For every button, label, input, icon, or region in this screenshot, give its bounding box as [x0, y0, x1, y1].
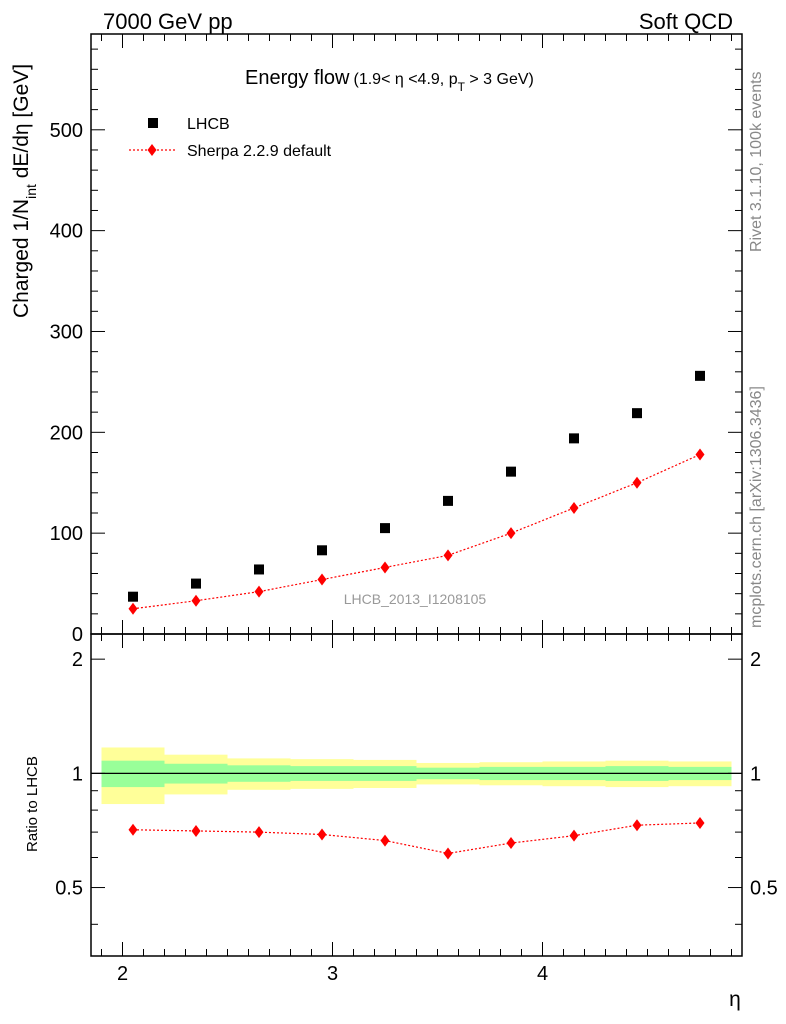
y-axis-label-part: Charged 1/N [10, 199, 33, 318]
ratio-line-sherpa [132, 822, 701, 855]
ratio-point-sherpa [254, 826, 264, 839]
ratio-point-sherpa [443, 847, 453, 860]
legend-marker-sherpa [147, 144, 157, 156]
point-lhcb [632, 408, 642, 419]
main-plot: 0 100 200 300 400 500 Energy flow (1.9< η <4.9,… [10, 33, 743, 646]
point-sherpa [569, 501, 579, 514]
y-tick-label: 500 [50, 120, 83, 142]
ratio-plot-frame [90, 633, 743, 957]
point-sherpa [695, 448, 705, 461]
y-tick-label: 200 [50, 422, 83, 444]
y-tick-label: 300 [50, 321, 83, 343]
chart-subtitle-part: <4.9, p [404, 71, 458, 88]
point-sherpa [128, 602, 138, 615]
ratio-point-sherpa [569, 829, 579, 842]
x-tick-label: 2 [117, 963, 128, 985]
ratio-plot: 0.5 0.5 1 1 2 2 2 3 4 η Ratio to LHCB [24, 633, 778, 1011]
ratio-y-tick-label-right: 1 [750, 763, 761, 785]
ratio-y-tick-label: 0.5 [55, 878, 83, 900]
ratio-y-tick-label: 1 [72, 763, 83, 785]
y-axis-label-part: dE/dη [GeV] [10, 64, 33, 184]
y-tick-label: 100 [50, 523, 83, 545]
ratio-point-sherpa [128, 823, 138, 836]
point-sherpa [380, 561, 390, 574]
ratio-point-sherpa [506, 837, 516, 850]
chart-subtitle-eta: η [395, 71, 404, 88]
main-plot-area [128, 370, 705, 615]
ratio-y-tick-label-right: 2 [750, 649, 761, 671]
ratio-point-sherpa [317, 828, 327, 841]
y-tick-label: 0 [72, 624, 83, 646]
point-lhcb [380, 523, 390, 534]
series-line-sherpa [132, 453, 701, 610]
ratio-point-sherpa [695, 816, 705, 829]
analysis-watermark: LHCB_2013_I1208105 [344, 591, 487, 607]
chart-subtitle-part: (1.9< [354, 71, 395, 88]
header-left: 7000 GeV pp [103, 9, 233, 34]
point-lhcb [506, 466, 516, 477]
x-tick-label: 3 [327, 963, 338, 985]
point-lhcb [695, 370, 705, 381]
point-sherpa [632, 476, 642, 489]
ratio-point-sherpa [380, 834, 390, 847]
ratio-point-sherpa [632, 819, 642, 832]
point-lhcb [569, 433, 579, 444]
ratio-point-sherpa [191, 824, 201, 837]
point-sherpa [191, 594, 201, 607]
x-axis-label: η [729, 988, 741, 1011]
point-lhcb [128, 591, 138, 602]
y-axis-label: Charged 1/Nint dE/dη [GeV] [10, 64, 39, 318]
legend-marker-lhcb [148, 118, 158, 128]
mcplots-label: mcplots.cern.ch [arXiv:1306.3436] [748, 386, 765, 628]
point-lhcb [317, 545, 327, 556]
chart-subtitle-sub: T [458, 80, 466, 94]
point-lhcb [254, 564, 264, 575]
legend-label-sherpa: Sherpa 2.2.9 default [187, 143, 332, 160]
ratio-y-axis-label: Ratio to LHCB [24, 756, 41, 852]
x-tick-label: 4 [537, 963, 548, 985]
legend-label-lhcb: LHCB [187, 116, 230, 133]
point-lhcb [191, 578, 201, 589]
y-axis-label-sub: int [23, 184, 39, 199]
point-sherpa [254, 585, 264, 598]
point-sherpa [443, 549, 453, 562]
chart-title-main: Energy flow [245, 67, 350, 89]
point-sherpa [506, 527, 516, 540]
header-right: Soft QCD [639, 9, 733, 34]
y-tick-label: 400 [50, 221, 83, 243]
ratio-y-tick-label: 2 [72, 649, 83, 671]
point-lhcb [443, 495, 453, 506]
rivet-label: Rivet 3.1.10, 100k events [748, 71, 765, 252]
chart-title: Energy flow (1.9< η <4.9, pT > 3 GeV) [245, 67, 534, 94]
chart-subtitle-part: > 3 GeV) [465, 71, 534, 88]
ratio-y-tick-label-right: 0.5 [750, 878, 778, 900]
point-sherpa [317, 573, 327, 586]
